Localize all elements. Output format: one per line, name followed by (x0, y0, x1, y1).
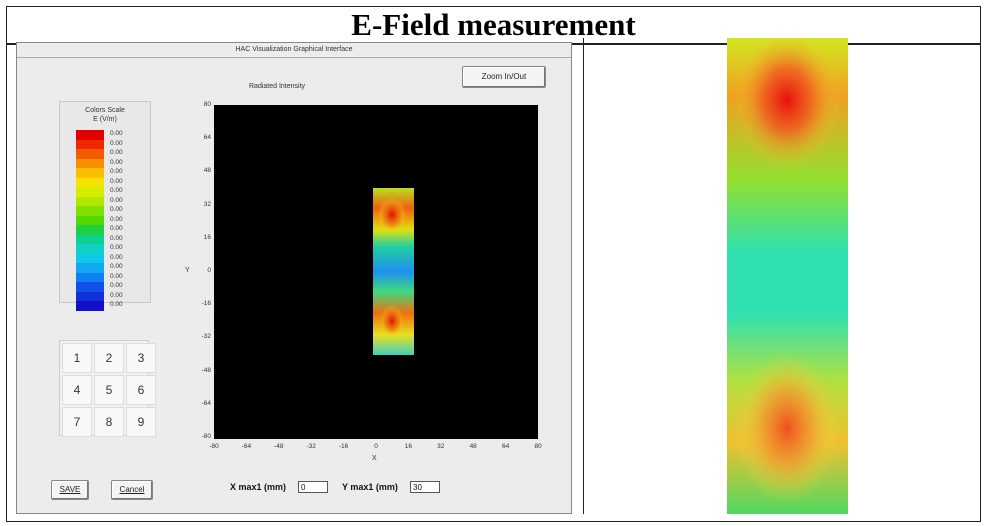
y-tick-label: 32 (203, 200, 211, 208)
y-tick-label: -32 (201, 333, 211, 341)
ymax-label: Y max1 (mm) (342, 482, 398, 492)
color-swatch (76, 263, 104, 273)
y-tick-label: 48 (203, 167, 211, 175)
color-swatch-label: 0.00 (110, 139, 123, 147)
hotspot-top (378, 197, 406, 233)
page-title: E-Field measurement (351, 7, 636, 42)
key-6[interactable]: 6 (126, 375, 156, 405)
color-swatch-label: 0.00 (110, 244, 123, 251)
color-swatch-label: 0.00 (110, 187, 123, 194)
color-swatch-label: 0.00 (110, 263, 123, 270)
y-tick-label: -16 (201, 300, 211, 308)
color-scale-unit: E (V/m) (93, 116, 117, 123)
plot-title: Radiated Intensity (249, 83, 306, 90)
color-swatch-label: 0.00 (110, 291, 123, 299)
color-swatch (76, 149, 104, 159)
intensity-heatmap (373, 188, 414, 355)
y-tick-label: 80 (203, 101, 211, 108)
zoomed-field-heatmap (727, 38, 848, 514)
color-swatch (76, 177, 104, 187)
color-swatch (76, 291, 104, 301)
cancel-button[interactable]: Cancel (111, 480, 153, 500)
color-swatch (76, 130, 104, 140)
x-tick-label: -32 (306, 443, 316, 450)
color-swatch (76, 168, 104, 178)
y-tick-label: -48 (201, 366, 211, 374)
key-4[interactable]: 4 (62, 375, 92, 405)
key-1[interactable]: 1 (62, 343, 92, 373)
color-swatch-label: 0.00 (110, 168, 123, 175)
xmax-label: X max1 (mm) (230, 482, 287, 492)
color-scale-panel: Colors Scale E (V/m) 0.00 0.00 0.00 0.00 0.0… (59, 101, 151, 311)
x-tick-label: 16 (404, 443, 412, 450)
color-swatch (76, 282, 104, 292)
x-tick-label: 80 (534, 443, 542, 450)
color-swatch (76, 225, 104, 235)
key-8[interactable]: 8 (94, 407, 124, 437)
y-tick-label: -80 (201, 433, 211, 440)
color-swatch (76, 301, 104, 311)
color-swatch-label: 0.00 (110, 206, 123, 213)
color-swatch (76, 272, 104, 282)
color-swatch-label: 0.00 (110, 272, 123, 280)
color-swatch-label: 0.00 (110, 282, 123, 289)
x-tick-label: 0 (374, 443, 378, 450)
y-tick-label: 16 (203, 233, 211, 241)
x-tick-label: -80 (209, 443, 219, 450)
color-swatch (76, 187, 104, 197)
x-tick-label: 48 (469, 443, 477, 450)
x-tick-label: 32 (437, 443, 445, 450)
color-swatch-label: 0.00 (110, 301, 123, 308)
color-swatch (76, 215, 104, 225)
figure-frame: E-Field measurement (6, 6, 981, 522)
ymax-input[interactable]: 30 (410, 481, 440, 493)
key-2[interactable]: 2 (94, 343, 124, 373)
color-swatch-label: 0.00 (110, 177, 123, 185)
panel-divider (583, 38, 584, 514)
color-swatch-label: 0.00 (110, 149, 123, 156)
key-3[interactable]: 3 (126, 343, 156, 373)
color-swatch-label: 0.00 (110, 253, 123, 261)
y-tick-label: 0 (207, 267, 211, 274)
color-swatch-label: 0.00 (110, 196, 123, 204)
color-swatch-label: 0.00 (110, 215, 123, 223)
window-title: HAC Visualization Graphical Interface (17, 43, 571, 58)
key-7[interactable]: 7 (62, 407, 92, 437)
y-axis-label: Y (185, 267, 190, 274)
y-tick-label: 64 (203, 134, 211, 142)
color-swatch (76, 139, 104, 149)
y-tick-label: -64 (201, 399, 211, 407)
x-tick-label: -16 (338, 443, 349, 450)
color-swatch (76, 253, 104, 263)
color-scale-title-line1: Colors Scale (85, 107, 125, 114)
xmax-input[interactable]: 0 (298, 481, 328, 493)
x-tick-label: -48 (274, 443, 284, 450)
color-swatch (76, 244, 104, 254)
key-5[interactable]: 5 (94, 375, 124, 405)
region-keypad: 1 2 3 4 5 6 7 8 9 (59, 340, 156, 437)
hac-window: HAC Visualization Graphical Interface Zo… (16, 42, 572, 514)
color-scale-swatches: 0.00 0.00 0.00 0.00 0.00 0.00 0.00 0.00 0.00 0.00… (76, 130, 123, 311)
x-axis-label: X (372, 455, 377, 462)
x-tick-label: -64 (241, 443, 252, 450)
x-tick-label: 64 (501, 443, 510, 450)
key-9[interactable]: 9 (126, 407, 156, 437)
hotspot-bottom (380, 305, 404, 337)
color-swatch (76, 196, 104, 206)
color-swatch-label: 0.00 (110, 234, 123, 242)
zoom-button[interactable]: Zoom In/Out (462, 66, 546, 88)
color-swatch-label: 0.00 (110, 225, 123, 232)
color-swatch-label: 0.00 (110, 158, 123, 166)
color-scale-title: Colors Scale E (V/m) (60, 106, 150, 124)
color-swatch (76, 234, 104, 244)
color-swatch-label: 0.00 (110, 130, 123, 137)
color-swatch (76, 206, 104, 216)
intensity-plot (214, 105, 538, 439)
save-button[interactable]: SAVE (51, 480, 89, 500)
color-swatch (76, 158, 104, 168)
